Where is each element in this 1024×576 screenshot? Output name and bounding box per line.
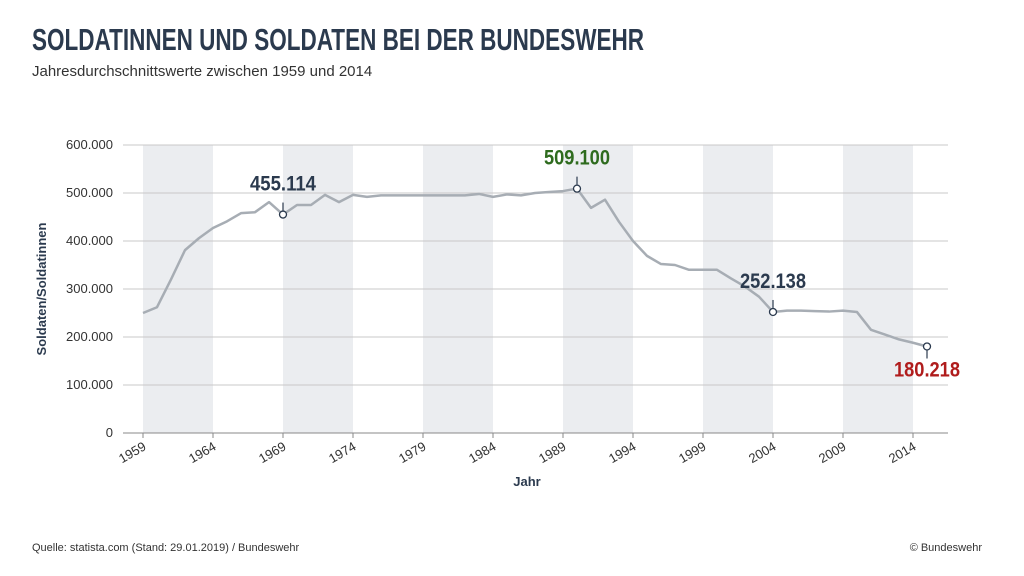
x-tick-label: 2004 bbox=[746, 439, 779, 466]
x-tick-label: 1984 bbox=[466, 439, 499, 466]
y-tick-label: 300.000 bbox=[66, 281, 113, 296]
x-tick-label: 1969 bbox=[256, 439, 289, 466]
value-label: 252.138 bbox=[740, 270, 806, 293]
value-label: 180.218 bbox=[894, 358, 960, 381]
x-tick-label: 1999 bbox=[676, 439, 709, 466]
point-marker bbox=[922, 342, 932, 351]
data-line bbox=[142, 187, 928, 348]
copyright: © Bundeswehr bbox=[910, 542, 983, 554]
y-tick-label: 500.000 bbox=[66, 185, 113, 200]
y-tick-label: 400.000 bbox=[66, 233, 113, 248]
chart-title: SOLDATINNEN UND SOLDATEN BEI DER BUNDESW… bbox=[32, 22, 644, 57]
x-tick-label: 1959 bbox=[116, 439, 149, 466]
y-tick-label: 0 bbox=[106, 425, 113, 440]
x-tick-label: 1964 bbox=[186, 439, 219, 466]
x-tick-label: 1974 bbox=[326, 439, 359, 466]
chart-subtitle: Jahresdurchschnittswerte zwischen 1959 u… bbox=[32, 63, 372, 80]
point-marker bbox=[768, 307, 778, 317]
value-label: 509.100 bbox=[544, 147, 610, 170]
y-tick-label: 200.000 bbox=[66, 329, 113, 344]
x-tick-label: 1979 bbox=[396, 439, 429, 466]
x-axis-label: Jahr bbox=[513, 474, 540, 489]
x-tick-label: 2014 bbox=[886, 439, 919, 466]
y-axis-label: Soldaten/Soldatinnen bbox=[34, 222, 49, 355]
point-marker bbox=[278, 210, 288, 219]
value-label: 455.114 bbox=[250, 173, 316, 196]
y-tick-label: 100.000 bbox=[66, 377, 113, 392]
x-tick-label: 1989 bbox=[536, 439, 569, 466]
y-tick-label: 600.000 bbox=[66, 137, 113, 152]
source: Quelle: statista.com (Stand: 29.01.2019)… bbox=[32, 542, 300, 554]
point-marker bbox=[572, 184, 582, 193]
x-tick-label: 2009 bbox=[816, 439, 849, 466]
x-tick-label: 1994 bbox=[606, 439, 639, 466]
